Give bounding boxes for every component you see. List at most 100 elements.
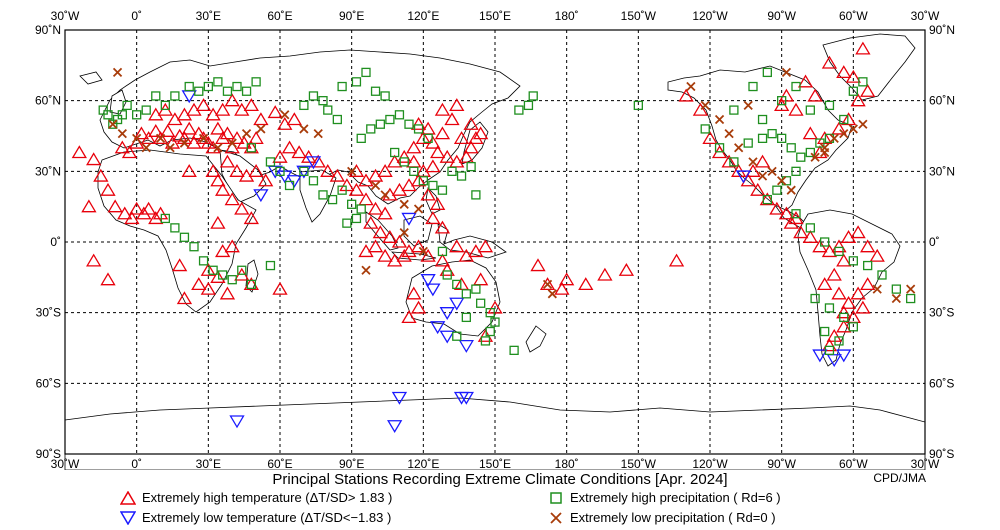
station-marker-triangle-up (382, 230, 398, 243)
station-marker-triangle-up (759, 192, 775, 206)
station-marker-square (299, 100, 309, 111)
station-marker-triangle-up (473, 126, 489, 140)
station-marker-triangle-up (406, 286, 422, 300)
legend-high-precip-label: Extremely high precipitation ( Rd=6 ) (570, 490, 781, 505)
station-marker-triangle-up (836, 305, 852, 319)
station-marker-square (428, 180, 438, 191)
station-marker-square (514, 105, 524, 115)
station-marker-square (437, 185, 448, 195)
station-marker-cross (413, 204, 424, 214)
station-marker-cross (820, 143, 830, 153)
station-marker-triangle-up (329, 168, 345, 182)
station-marker-triangle-up (181, 121, 197, 135)
station-marker-triangle-up (860, 277, 876, 291)
lon-tick-label: 90˚W (767, 457, 796, 470)
station-marker-cross (198, 133, 209, 143)
station-marker-triangle-up (86, 253, 102, 267)
station-marker-square (757, 133, 768, 144)
station-marker-square (748, 81, 758, 92)
station-marker-square (848, 86, 858, 96)
station-marker-square (834, 336, 844, 346)
station-marker-square (132, 110, 142, 120)
station-marker-cross (781, 67, 792, 78)
station-marker-triangle-up (133, 126, 150, 140)
station-marker-square (332, 114, 342, 125)
station-marker-square (356, 133, 366, 144)
station-marker-triangle-up (286, 112, 302, 126)
station-marker-triangle-up (253, 112, 269, 126)
lat-tick-label: 90˚N (35, 23, 61, 37)
station-marker-triangle-up (401, 310, 417, 324)
station-marker-square (399, 157, 409, 167)
station-marker-triangle-up (93, 168, 109, 182)
station-marker-square (485, 308, 495, 318)
station-marker-triangle-up (396, 248, 412, 262)
station-marker-triangle-up (449, 98, 465, 112)
station-marker-square (413, 124, 424, 134)
station-marker-triangle-up (860, 83, 876, 97)
lon-tick-label: 90˚E (339, 457, 364, 470)
station-marker-triangle-up (831, 239, 847, 253)
lon-tick-label: 60˚E (267, 457, 292, 470)
station-marker-cross (380, 190, 390, 200)
station-marker-square (633, 100, 643, 111)
station-marker-triangle-up (836, 253, 852, 267)
station-marker-triangle-up (406, 140, 422, 154)
station-marker-triangle-up (821, 55, 838, 69)
lat-tick-label: 0˚ (50, 235, 61, 249)
station-marker-cross (165, 143, 175, 153)
station-marker-square (858, 77, 868, 87)
station-marker-triangle-down (253, 189, 269, 203)
station-marker-cross (839, 129, 849, 139)
station-marker-triangle-up (181, 164, 197, 177)
station-marker-triangle-up (597, 267, 613, 281)
station-marker-triangle-up (850, 93, 866, 107)
station-marker-triangle-up (860, 239, 876, 253)
station-marker-triangle-up (195, 131, 212, 145)
station-marker-triangle-up (836, 319, 852, 333)
station-marker-square (103, 110, 113, 120)
station-marker-triangle-up (468, 131, 484, 145)
station-marker-triangle-up (215, 131, 231, 145)
map-title: Principal Stations Recording Extreme Cli… (272, 471, 728, 488)
station-marker-square (323, 105, 333, 115)
station-marker-cross (829, 133, 839, 143)
station-marker-cross (686, 81, 696, 92)
station-marker-square (480, 336, 491, 346)
station-marker-square (318, 96, 328, 106)
station-marker-square (762, 194, 772, 205)
station-marker-square (839, 114, 849, 125)
lon-tick-label: 30˚E (196, 9, 221, 23)
lon-tick-label: 60˚W (839, 457, 868, 470)
station-marker-triangle-up (210, 215, 226, 229)
world-map: 30˚W 0˚ 30˚E 60˚E 90˚E 120˚E 150˚E 180˚ 150˚W 120… (35, 9, 955, 470)
station-marker-square (98, 105, 108, 115)
station-marker-square (714, 143, 725, 153)
station-marker-square (466, 161, 476, 172)
station-marker-triangle-up (191, 126, 207, 140)
station-marker-triangle-up (281, 140, 298, 154)
station-marker-square (170, 223, 180, 233)
station-marker-triangle-up (243, 277, 259, 291)
station-marker-triangle-up (219, 126, 236, 140)
station-marker-cross (299, 124, 309, 134)
lon-tick-label: 150˚W (621, 457, 657, 470)
station-marker-cross (280, 110, 290, 120)
station-marker-triangle-up (430, 197, 446, 210)
station-marker-square (375, 119, 385, 129)
map-frame (64, 29, 926, 455)
station-marker-triangle-up (205, 164, 221, 177)
lon-tick-label: 0˚ (131, 457, 142, 470)
station-marker-triangle-up (425, 159, 441, 173)
station-marker-triangle-up (559, 272, 575, 286)
station-marker-triangle-up (172, 258, 188, 272)
lon-tick-label: 60˚W (839, 9, 868, 23)
station-marker-square (476, 298, 486, 308)
station-marker-triangle-up (372, 225, 388, 239)
station-marker-triangle-up (396, 149, 412, 163)
station-marker-triangle-up (797, 74, 814, 88)
station-marker-cross (112, 67, 123, 78)
station-marker-square (452, 279, 462, 290)
station-marker-cross (313, 129, 323, 139)
station-marker-square (385, 114, 395, 125)
